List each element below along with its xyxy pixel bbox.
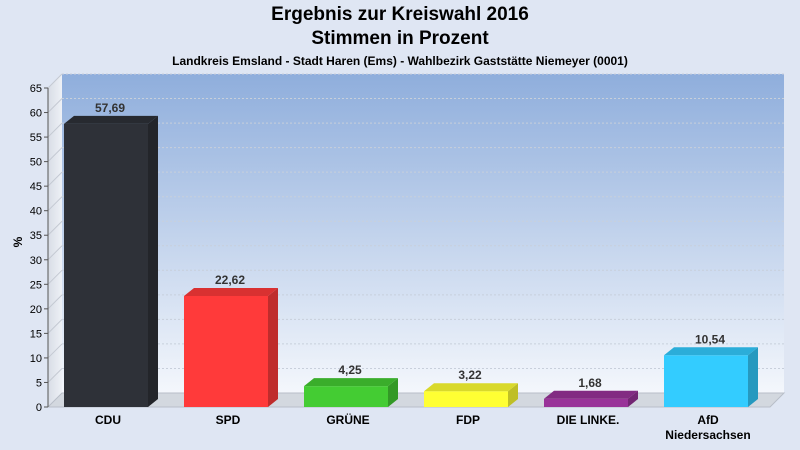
bar-side <box>388 378 398 407</box>
category-label: CDU <box>95 413 121 427</box>
bar-value-label: 57,69 <box>95 101 125 115</box>
y-axis: 0 5 10 15 20 25 30 35 40 45 50 55 60 65 <box>30 83 49 414</box>
y-tick-label: 0 <box>36 402 42 414</box>
chart-subtitle: Stimmen in Prozent <box>311 28 489 49</box>
bar-side <box>148 115 158 407</box>
bars <box>64 115 758 407</box>
grid-line-diagonal <box>47 147 63 162</box>
grid-lines <box>47 73 784 383</box>
bar <box>304 378 398 407</box>
category-label: GRÜNE <box>326 412 369 427</box>
category-label-line: FDP <box>456 413 480 427</box>
grid-line-diagonal <box>47 196 63 212</box>
category-label-line: GRÜNE <box>326 412 369 427</box>
category-label: SPD <box>216 413 241 427</box>
bar-top <box>64 115 158 124</box>
category-label-line: AfD <box>697 413 719 427</box>
category-label: DIE LINKE. <box>557 413 620 427</box>
bar-top <box>544 390 638 399</box>
bar-side <box>508 383 518 407</box>
bar-front <box>184 295 268 407</box>
category-label-line: Niedersachsen <box>665 428 750 442</box>
y-tick-label: 20 <box>30 304 42 316</box>
bar-top <box>184 287 278 296</box>
bar-front <box>544 398 628 407</box>
bar-value-label: 4,25 <box>338 363 362 377</box>
grid-line-diagonal <box>47 171 63 187</box>
category-label-line: DIE LINKE. <box>557 413 620 427</box>
y-axis-label: % <box>11 236 25 247</box>
plot-back-wall <box>62 74 784 393</box>
y-tick-label: 50 <box>30 157 42 169</box>
grid-line-diagonal <box>47 220 63 236</box>
grid-line-diagonal <box>47 294 63 310</box>
y-tick-label: 35 <box>30 230 42 242</box>
y-tick-label: 30 <box>30 255 42 267</box>
grid-line-diagonal <box>47 73 63 89</box>
y-tick-label: 60 <box>30 108 42 120</box>
bar-side <box>748 347 758 407</box>
grid-line-diagonal <box>47 245 63 261</box>
category-label-line: CDU <box>95 413 121 427</box>
y-tick-label: 65 <box>30 83 42 95</box>
bar-front <box>424 391 508 407</box>
y-tick-label: 25 <box>30 279 42 291</box>
bar-top <box>304 378 398 387</box>
bar-side <box>268 287 278 407</box>
chart-title: Ergebnis zur Kreiswahl 2016 <box>271 4 529 25</box>
bar-front <box>304 386 388 407</box>
bar-top <box>664 347 758 356</box>
y-tick-label: 5 <box>36 377 42 389</box>
grid-line-diagonal <box>47 319 63 334</box>
x-axis: CDU SPD GRÜNE FDP DIE LINKE. AfD Niedersachsen <box>95 412 751 442</box>
category-label-line: SPD <box>216 413 241 427</box>
bar-value-label: 3,22 <box>458 368 482 382</box>
grid-line-diagonal <box>47 122 63 138</box>
bar-side <box>628 390 638 407</box>
grid-line-diagonal <box>47 269 63 285</box>
plot-side-wall <box>48 74 62 407</box>
bar-value-label: 22,62 <box>215 273 245 287</box>
grid-line-diagonal <box>47 368 63 383</box>
category-label: AfD Niedersachsen <box>665 413 750 442</box>
y-tick-label: 40 <box>30 206 42 218</box>
bar-top <box>424 383 518 392</box>
grid-line-diagonal <box>47 343 63 359</box>
bar <box>424 383 518 407</box>
grid-line-diagonal <box>47 98 63 113</box>
bar-front <box>664 355 748 407</box>
bar <box>64 115 158 407</box>
bar <box>664 347 758 407</box>
bar-value-label: 10,54 <box>695 332 725 346</box>
bar <box>184 287 278 407</box>
bar-front <box>64 123 148 407</box>
category-label: FDP <box>456 413 480 427</box>
y-tick-label: 10 <box>30 353 42 365</box>
bar-value-label: 1,68 <box>578 376 602 390</box>
y-tick-label: 15 <box>30 328 42 340</box>
bar <box>544 390 638 407</box>
y-tick-label: 45 <box>30 181 42 193</box>
chart-caption: Landkreis Emsland - Stadt Haren (Ems) - … <box>172 54 628 68</box>
y-tick-label: 55 <box>30 132 42 144</box>
value-labels: 57,69 22,62 4,25 3,22 1,68 10,54 <box>95 101 725 390</box>
